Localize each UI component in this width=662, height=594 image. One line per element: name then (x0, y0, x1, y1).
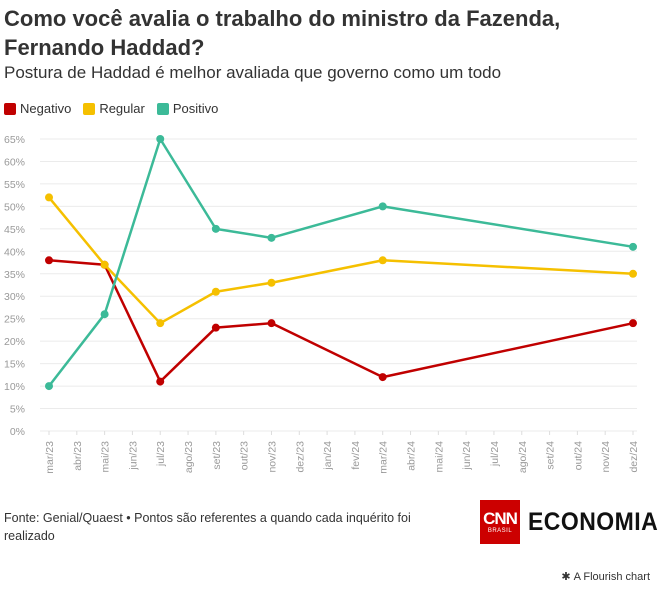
data-point-regular (267, 278, 276, 287)
x-tick-label: set/23 (211, 441, 223, 470)
y-tick-label: 20% (4, 336, 25, 348)
legend-item-positivo[interactable]: Positivo (156, 101, 219, 116)
legend-label: Negativo (20, 101, 72, 116)
chart-legend: Negativo Regular Positivo (4, 101, 218, 116)
y-tick-label: 60% (4, 156, 25, 168)
x-tick-label: ago/23 (183, 441, 195, 473)
legend-label: Positivo (172, 101, 219, 116)
y-tick-label: 40% (4, 246, 25, 258)
economia-logo-text: ECONOMIA (528, 507, 659, 536)
legend-label: Regular (99, 101, 145, 116)
y-tick-label: 5% (10, 404, 25, 416)
cnn-logo-text: CNN (483, 509, 518, 528)
data-point-regular (100, 260, 109, 269)
data-point-regular (629, 269, 637, 278)
y-tick-label: 35% (4, 269, 25, 281)
y-tick-label: 15% (4, 359, 25, 371)
x-tick-label: out/24 (572, 441, 584, 470)
series-line-positivo (48, 137, 634, 387)
x-tick-label: jul/24 (489, 441, 501, 467)
source-note: Fonte: Genial/Quaest • Pontos são refere… (4, 511, 411, 543)
legend-item-regular[interactable]: Regular (83, 101, 145, 116)
data-point-negativo (45, 256, 53, 265)
legend-swatch (83, 102, 96, 115)
line-chart: 0% 5% 10% 15% 20% 25% 30% 35% 40% 45% 50% 55% 60% 65%… (4, 134, 640, 474)
y-tick-label: 30% (4, 291, 25, 303)
data-point-negativo (378, 373, 387, 382)
y-tick-label: 0% (10, 426, 25, 438)
x-tick-label: mar/24 (378, 441, 390, 474)
flourish-credit-label: A Flourish chart (573, 570, 650, 583)
cnn-logo-subtext: BRASIL (487, 528, 513, 534)
data-point-regular (211, 287, 220, 296)
y-tick-label: 25% (4, 314, 25, 326)
chart-title: Como você avalia o trabalho do ministro … (4, 6, 561, 60)
y-tick-label: 65% (4, 134, 25, 146)
data-point-negativo (629, 319, 637, 328)
y-tick-label: 55% (4, 179, 25, 191)
x-tick-label: jan/24 (322, 441, 334, 471)
chart-subtitle: Postura de Haddad é melhor avaliada que … (4, 63, 502, 82)
data-point-positivo (267, 233, 276, 242)
legend-item-negativo[interactable]: Negativo (4, 101, 71, 116)
x-tick-label: jun/23 (127, 441, 139, 471)
cnn-economia-logo[interactable]: CNN BRASIL ECONOMIA (480, 500, 662, 544)
x-tick-label: set/24 (545, 441, 557, 470)
legend-swatch (4, 102, 16, 115)
data-point-negativo (267, 319, 276, 328)
x-tick-label: jun/24 (461, 441, 473, 471)
y-tick-label: 50% (4, 201, 25, 213)
x-tick-label: abr/24 (406, 441, 418, 471)
flourish-credit[interactable]: ✱ A Flourish chart (561, 570, 650, 584)
data-point-regular (378, 256, 387, 265)
data-point-positivo (629, 242, 637, 251)
x-tick-label: jul/23 (155, 441, 167, 467)
data-point-positivo (156, 135, 165, 143)
x-tick-label: dez/23 (294, 441, 306, 473)
x-tick-label: abr/23 (72, 441, 84, 471)
x-tick-label: nov/24 (600, 441, 612, 473)
x-tick-label: nov/23 (266, 441, 278, 473)
x-tick-label: mai/23 (100, 441, 112, 473)
data-point-positivo (378, 202, 387, 211)
data-point-regular (45, 193, 53, 202)
data-point-positivo (211, 224, 220, 233)
data-point-regular (156, 319, 165, 328)
data-point-negativo (156, 377, 165, 386)
x-tick-label: dez/24 (628, 441, 640, 473)
y-tick-label: 45% (4, 224, 25, 236)
asterisk-icon: ✱ (561, 571, 571, 583)
x-tick-label: fev/24 (350, 441, 362, 470)
data-point-negativo (211, 323, 220, 332)
data-point-positivo (45, 382, 53, 391)
x-tick-label: ago/24 (517, 441, 529, 473)
cnn-logo: CNN BRASIL (480, 500, 520, 544)
x-tick-label: mar/23 (44, 441, 56, 474)
y-tick-label: 10% (4, 381, 25, 393)
data-point-positivo (100, 310, 109, 319)
x-tick-label: out/23 (239, 441, 251, 470)
legend-swatch (156, 102, 169, 115)
x-tick-label: mai/24 (433, 441, 445, 473)
